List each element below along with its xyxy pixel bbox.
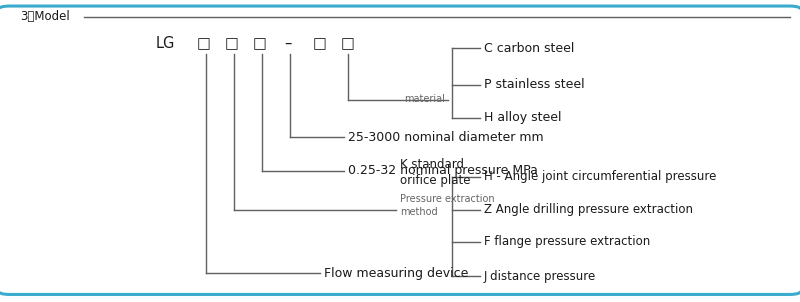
Text: □: □ (197, 36, 211, 51)
Text: 3、Model: 3、Model (20, 10, 70, 23)
FancyBboxPatch shape (0, 6, 800, 294)
Text: K standard
orifice plate: K standard orifice plate (400, 158, 470, 187)
Text: Flow measuring device: Flow measuring device (324, 267, 468, 280)
Text: □: □ (313, 36, 327, 51)
Text: □: □ (341, 36, 355, 51)
Text: C carbon steel: C carbon steel (484, 42, 574, 55)
Text: Pressure extraction
method: Pressure extraction method (400, 194, 494, 217)
Text: □: □ (225, 36, 239, 51)
Text: LG: LG (156, 36, 175, 51)
Text: □: □ (253, 36, 267, 51)
Text: –: – (284, 36, 292, 51)
Text: P stainless steel: P stainless steel (484, 78, 585, 91)
Text: 25-3000 nominal diameter mm: 25-3000 nominal diameter mm (348, 131, 544, 144)
Text: Z Angle drilling pressure extraction: Z Angle drilling pressure extraction (484, 203, 693, 217)
Text: material: material (404, 94, 445, 104)
Text: 0.25-32 nominal pressure MPa: 0.25-32 nominal pressure MPa (348, 164, 538, 177)
Text: J distance pressure: J distance pressure (484, 270, 596, 283)
Text: H alloy steel: H alloy steel (484, 111, 562, 124)
Text: H - Angle joint circumferential pressure: H - Angle joint circumferential pressure (484, 170, 716, 183)
Text: F flange pressure extraction: F flange pressure extraction (484, 235, 650, 248)
